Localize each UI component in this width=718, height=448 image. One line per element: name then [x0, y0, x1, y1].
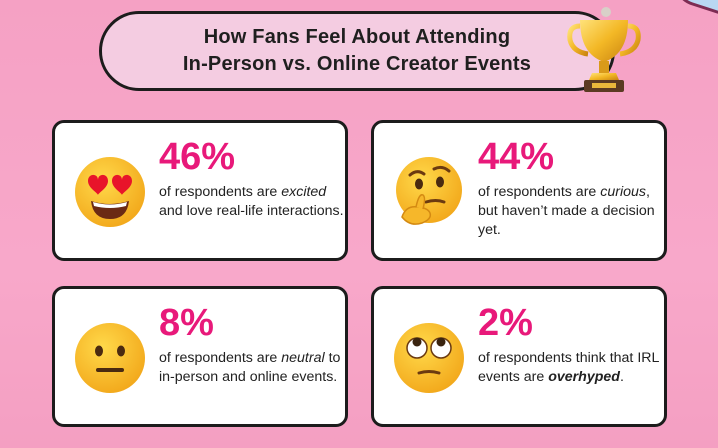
thinking-face-emoji-icon — [396, 157, 462, 225]
title-line-1: How Fans Feel About Attending — [203, 26, 511, 48]
stat-description: of respondents think that IRL events are… — [478, 350, 659, 385]
stat-card-excited: 46% of respondents are excited and love … — [52, 120, 348, 261]
decorative-blue-shape — [667, 0, 718, 37]
title-line-2: In-Person vs. Online Creator Events — [182, 53, 532, 75]
stat-card-curious: 44% of respondents are curious, but have… — [371, 120, 667, 261]
eye-roll-emoji-icon — [394, 323, 464, 393]
stat-percent: 46% — [159, 136, 236, 178]
trophy-icon — [567, 7, 641, 92]
stat-card-neutral: 8% of respondents are neutral to in-pers… — [52, 286, 348, 427]
stat-percent: 2% — [478, 302, 533, 344]
title-banner: How Fans Feel About Attending In-Person … — [99, 11, 615, 91]
stat-card-overhyped: 2% of respondents think that IRL events … — [371, 286, 667, 427]
heart-eyes-emoji-icon — [75, 157, 145, 227]
stat-percent: 8% — [159, 302, 214, 344]
stat-description: of respondents are excited and love real… — [159, 184, 344, 219]
stat-description: of respondents are neutral to in-person … — [159, 350, 341, 385]
stat-percent: 44% — [478, 136, 555, 178]
stat-description: of respondents are curious, but haven’t … — [478, 184, 655, 238]
neutral-face-emoji-icon — [75, 323, 145, 393]
